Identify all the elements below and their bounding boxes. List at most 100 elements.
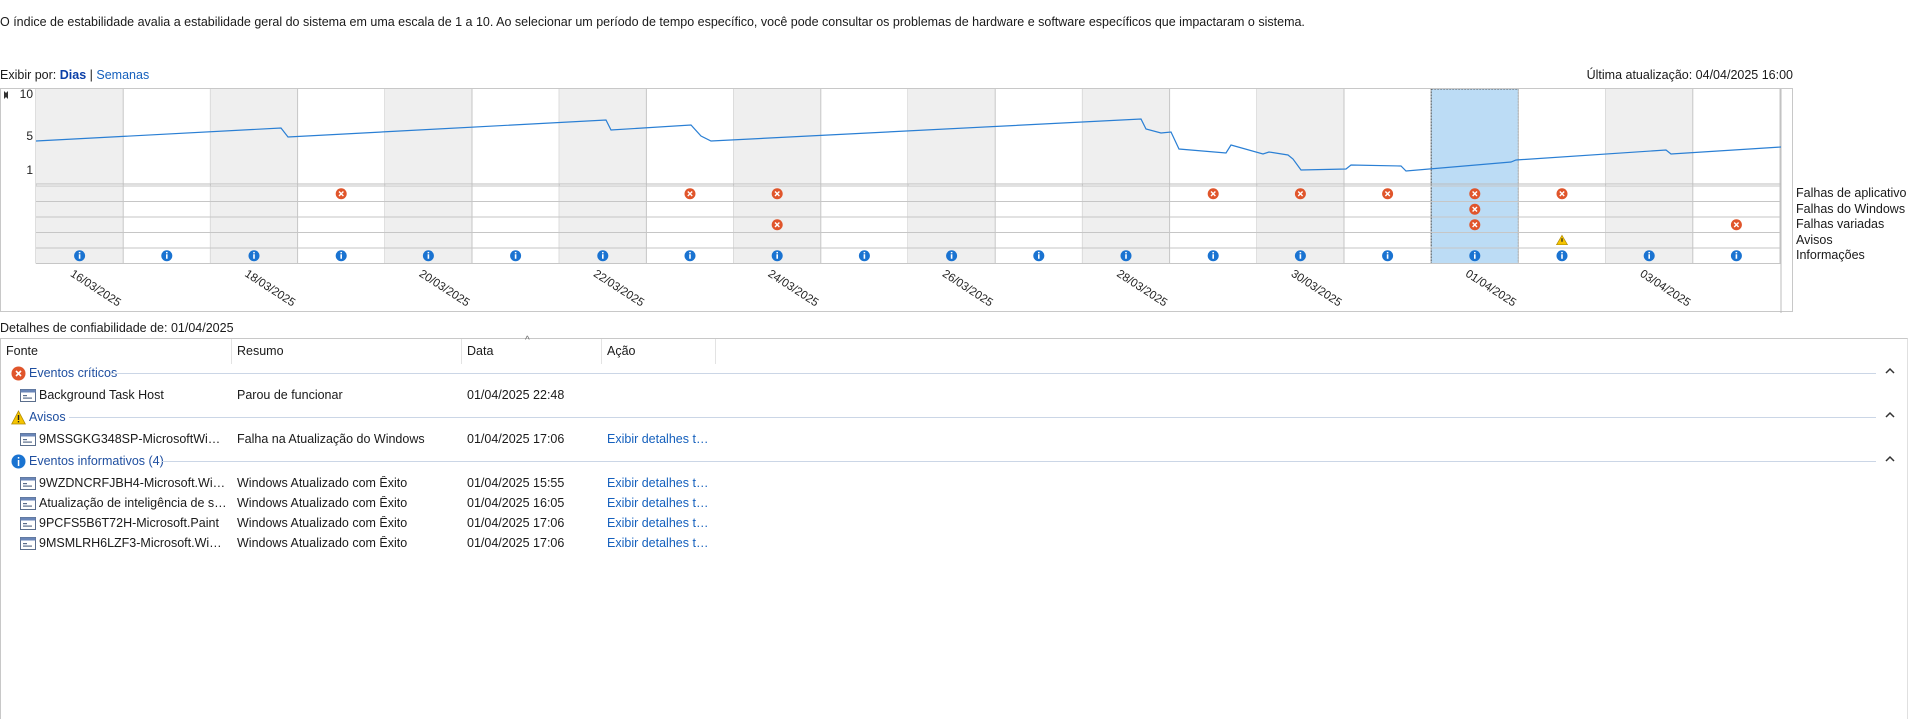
collapse-chevron-icon[interactable] [1884, 365, 1896, 377]
info-event-icon-glyph [1648, 251, 1650, 254]
view-by: Exibir por: Dias | Semanas [0, 68, 149, 82]
view-by-weeks-link[interactable]: Semanas [96, 68, 150, 82]
group-informational-events[interactable]: Eventos informativos (4) [1, 451, 1906, 471]
error-event-icon-glyph [1472, 222, 1478, 228]
row-label-information: Informações [1796, 248, 1865, 262]
table-row[interactable]: Atualização de inteligência de seg... Wi… [1, 493, 1906, 513]
reliability-chart[interactable]: 10 5 1 16/03/2025 18/03/2025 20/03/2025 22/03/… [0, 88, 1793, 313]
cell-summary: Windows Atualizado com Êxito [237, 496, 408, 510]
error-event-icon-glyph [774, 222, 780, 228]
info-event-icon-glyph [514, 254, 517, 259]
application-icon [20, 497, 36, 510]
column-header-source[interactable]: Fonte [1, 339, 232, 364]
info-icon [11, 454, 26, 469]
info-event-icon-glyph [1386, 251, 1389, 254]
column-header-action[interactable]: Ação [602, 339, 716, 364]
row-label-misc-failures: Falhas variadas [1796, 217, 1885, 231]
date-axis-label: 24/03/2025 [766, 268, 821, 309]
cell-summary: Windows Atualizado com Êxito [237, 516, 408, 530]
info-event-icon-glyph [340, 254, 342, 259]
info-event-icon-glyph [78, 251, 81, 254]
cell-summary: Windows Atualizado com Êxito [237, 536, 408, 550]
info-event-icon-glyph [1038, 254, 1040, 259]
table-row[interactable]: 9PCFS5B6T72H-Microsoft.Paint Windows Atu… [1, 513, 1906, 533]
info-event-icon-glyph [166, 254, 168, 259]
chart-row-labels: Falhas de aplicativo Falhas do Windows F… [1796, 186, 1906, 264]
view-technical-details-link[interactable]: Exibir detalhes téc... [607, 432, 715, 446]
group-divider [111, 373, 1876, 374]
info-event-icon-glyph [863, 254, 866, 259]
info-event-icon-glyph [166, 251, 168, 254]
shaded-day-column [1082, 89, 1170, 184]
info-event-icon-glyph [1386, 254, 1389, 259]
date-axis-label: 22/03/2025 [591, 268, 646, 309]
table-row[interactable]: 9MSMLRH6LZF3-Microsoft.Windo... Windows … [1, 533, 1906, 553]
info-event-icon-glyph [427, 251, 430, 254]
info-event-icon-glyph [1735, 251, 1738, 254]
error-event-icon-glyph [338, 191, 344, 197]
intro-text: O índice de estabilidade avalia a estabi… [0, 15, 1305, 29]
error-event-icon-glyph [1472, 191, 1478, 197]
info-event-icon-glyph [340, 251, 342, 254]
info-event-icon-glyph [1212, 251, 1214, 254]
info-event-icon-glyph [253, 254, 255, 259]
shaded-day-column [1605, 89, 1693, 184]
view-technical-details-link[interactable]: Exibir detalhes téc... [607, 496, 715, 510]
column-header-date[interactable]: Data [462, 339, 602, 364]
row-label-app-failures: Falhas de aplicativo [1796, 186, 1907, 200]
error-event-icon-glyph [1472, 206, 1478, 212]
view-technical-details-link[interactable]: Exibir detalhes téc... [607, 476, 715, 490]
group-title: Avisos [29, 410, 66, 424]
info-event-icon-glyph [1474, 254, 1476, 259]
error-event-icon-glyph [1559, 191, 1565, 197]
group-warnings[interactable]: Avisos [1, 407, 1906, 427]
date-axis-label: 18/03/2025 [242, 268, 297, 309]
y-tick-label: 10 [20, 89, 34, 101]
table-row[interactable]: Background Task Host Parou de funcionar … [1, 385, 1906, 405]
cell-date: 01/04/2025 16:05 [467, 496, 565, 510]
view-by-label: Exibir por: [0, 68, 57, 82]
info-event-icon-glyph [776, 251, 778, 254]
last-update: Última atualização: 04/04/2025 16:00 [1586, 68, 1793, 82]
application-icon [20, 389, 36, 402]
group-divider [161, 461, 1876, 462]
column-header-summary[interactable]: Resumo [232, 339, 462, 364]
sort-ascending-icon: ^ [525, 335, 530, 346]
table-row[interactable]: 9MSSGKG348SP-MicrosoftWindo... Falha na … [1, 429, 1906, 449]
warning-icon [11, 410, 26, 425]
collapse-chevron-icon[interactable] [1884, 409, 1896, 421]
group-divider [69, 417, 1876, 418]
info-event-icon-glyph [427, 254, 430, 259]
info-event-icon-glyph [1474, 251, 1476, 254]
table-row[interactable]: 9WZDNCRFJBH4-Microsoft.Wind... Windows A… [1, 473, 1906, 493]
shaded-day-column [210, 89, 298, 184]
cell-summary: Falha na Atualização do Windows [237, 432, 425, 446]
view-by-days-link[interactable]: Dias [59, 68, 87, 82]
info-event-icon-glyph [1299, 251, 1302, 254]
shaded-day-column [908, 89, 996, 184]
info-event-icon-glyph [689, 251, 691, 254]
info-event-icon-glyph [1125, 251, 1127, 254]
error-event-icon-glyph [774, 191, 780, 197]
info-event-icon-glyph [602, 254, 604, 259]
cell-source: Atualização de inteligência de seg... [39, 496, 227, 510]
view-technical-details-link[interactable]: Exibir detalhes téc... [607, 516, 715, 530]
info-event-icon-glyph [863, 251, 866, 254]
group-title: Eventos informativos (4) [29, 454, 164, 468]
scroll-right-arrow-icon[interactable] [1, 89, 11, 101]
info-event-icon-glyph [78, 254, 81, 259]
error-icon [11, 366, 26, 381]
collapse-chevron-icon[interactable] [1884, 453, 1896, 465]
info-event-icon-glyph [1561, 251, 1563, 254]
group-critical-events[interactable]: Eventos críticos [1, 363, 1906, 383]
view-technical-details-link[interactable]: Exibir detalhes téc... [607, 536, 715, 550]
error-event-icon-glyph [1297, 191, 1304, 197]
application-icon [20, 517, 36, 530]
cell-source: 9WZDNCRFJBH4-Microsoft.Wind... [39, 476, 227, 490]
info-event-icon-glyph [776, 254, 778, 259]
cell-source: 9MSMLRH6LZF3-Microsoft.Windo... [39, 536, 227, 550]
application-icon [20, 433, 36, 446]
info-event-icon-glyph [514, 251, 517, 254]
cell-summary: Windows Atualizado com Êxito [237, 476, 408, 490]
cell-date: 01/04/2025 17:06 [467, 516, 565, 530]
